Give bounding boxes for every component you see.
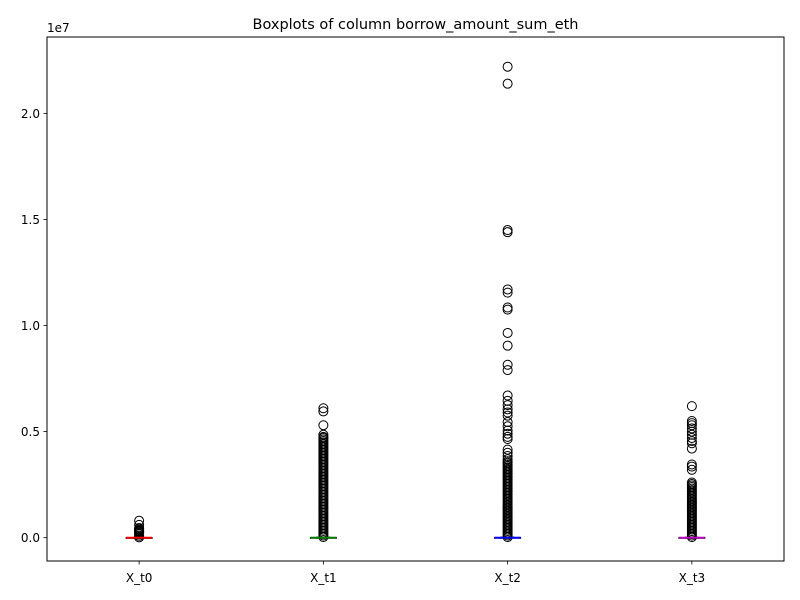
outlier-point (502, 225, 513, 236)
box-X_t0 (125, 515, 153, 543)
boxplots (125, 61, 706, 543)
outlier-point (502, 444, 513, 455)
outlier-point (502, 78, 513, 89)
outlier-point (686, 432, 697, 443)
outlier-point (502, 454, 513, 465)
outlier-point (502, 359, 513, 370)
x-tick-label: X_t0 (126, 571, 153, 585)
outlier-point (318, 420, 329, 431)
outlier-point (502, 365, 513, 376)
outlier-point (502, 284, 513, 295)
y-tick-label: 1.0 (21, 319, 40, 333)
outlier-point (502, 287, 513, 298)
outlier-point (502, 340, 513, 351)
outlier-point (502, 395, 513, 406)
y-axis-offset-label: 1e7 (47, 21, 70, 35)
outlier-point (502, 407, 513, 418)
y-tick-label: 0.0 (21, 531, 40, 545)
x-tick-label: X_t1 (310, 571, 337, 585)
outlier-point (502, 390, 513, 401)
box-X_t3 (678, 401, 706, 543)
outlier-point (686, 429, 697, 440)
outlier-point (686, 438, 697, 449)
y-axis: 0.0 0.5 1.0 1.5 2.0 (21, 107, 47, 545)
outlier-point (502, 428, 513, 439)
outlier-point (502, 417, 513, 428)
x-axis: X_t0 X_t1 X_t2 X_t3 (126, 561, 705, 585)
outlier-point (318, 403, 329, 414)
outlier-point (502, 327, 513, 338)
outlier-point (318, 431, 329, 442)
y-tick-label: 1.5 (21, 213, 40, 227)
box-X_t1 (309, 403, 337, 543)
y-tick-label: 0.5 (21, 425, 40, 439)
outlier-point (686, 423, 697, 434)
outlier-point (502, 61, 513, 72)
outlier-point (686, 461, 697, 472)
outlier-point (502, 302, 513, 313)
outlier-point (686, 420, 697, 431)
outlier-point (686, 459, 697, 470)
chart-title: Boxplots of column borrow_amount_sum_eth (253, 17, 579, 33)
outlier-point (502, 447, 513, 458)
outlier-point (502, 227, 513, 238)
outlier-point (134, 519, 145, 530)
y-tick-label: 2.0 (21, 107, 40, 121)
outlier-point (502, 400, 513, 411)
outlier-point (686, 401, 697, 412)
outlier-point (502, 404, 513, 415)
x-tick-label: X_t3 (679, 571, 706, 585)
outlier-point (686, 443, 697, 454)
plot-area (46, 36, 785, 562)
outlier-point (502, 304, 513, 315)
outlier-point (502, 425, 513, 436)
x-tick-label: X_t2 (494, 571, 521, 585)
box-X_t2 (494, 61, 522, 543)
outlier-point (502, 421, 513, 432)
outlier-point (502, 434, 513, 445)
outlier-point (686, 464, 697, 475)
outlier-point (318, 406, 329, 417)
outlier-point (502, 410, 513, 421)
outlier-point (686, 418, 697, 429)
outlier-point (502, 450, 513, 461)
outlier-point (686, 426, 697, 437)
